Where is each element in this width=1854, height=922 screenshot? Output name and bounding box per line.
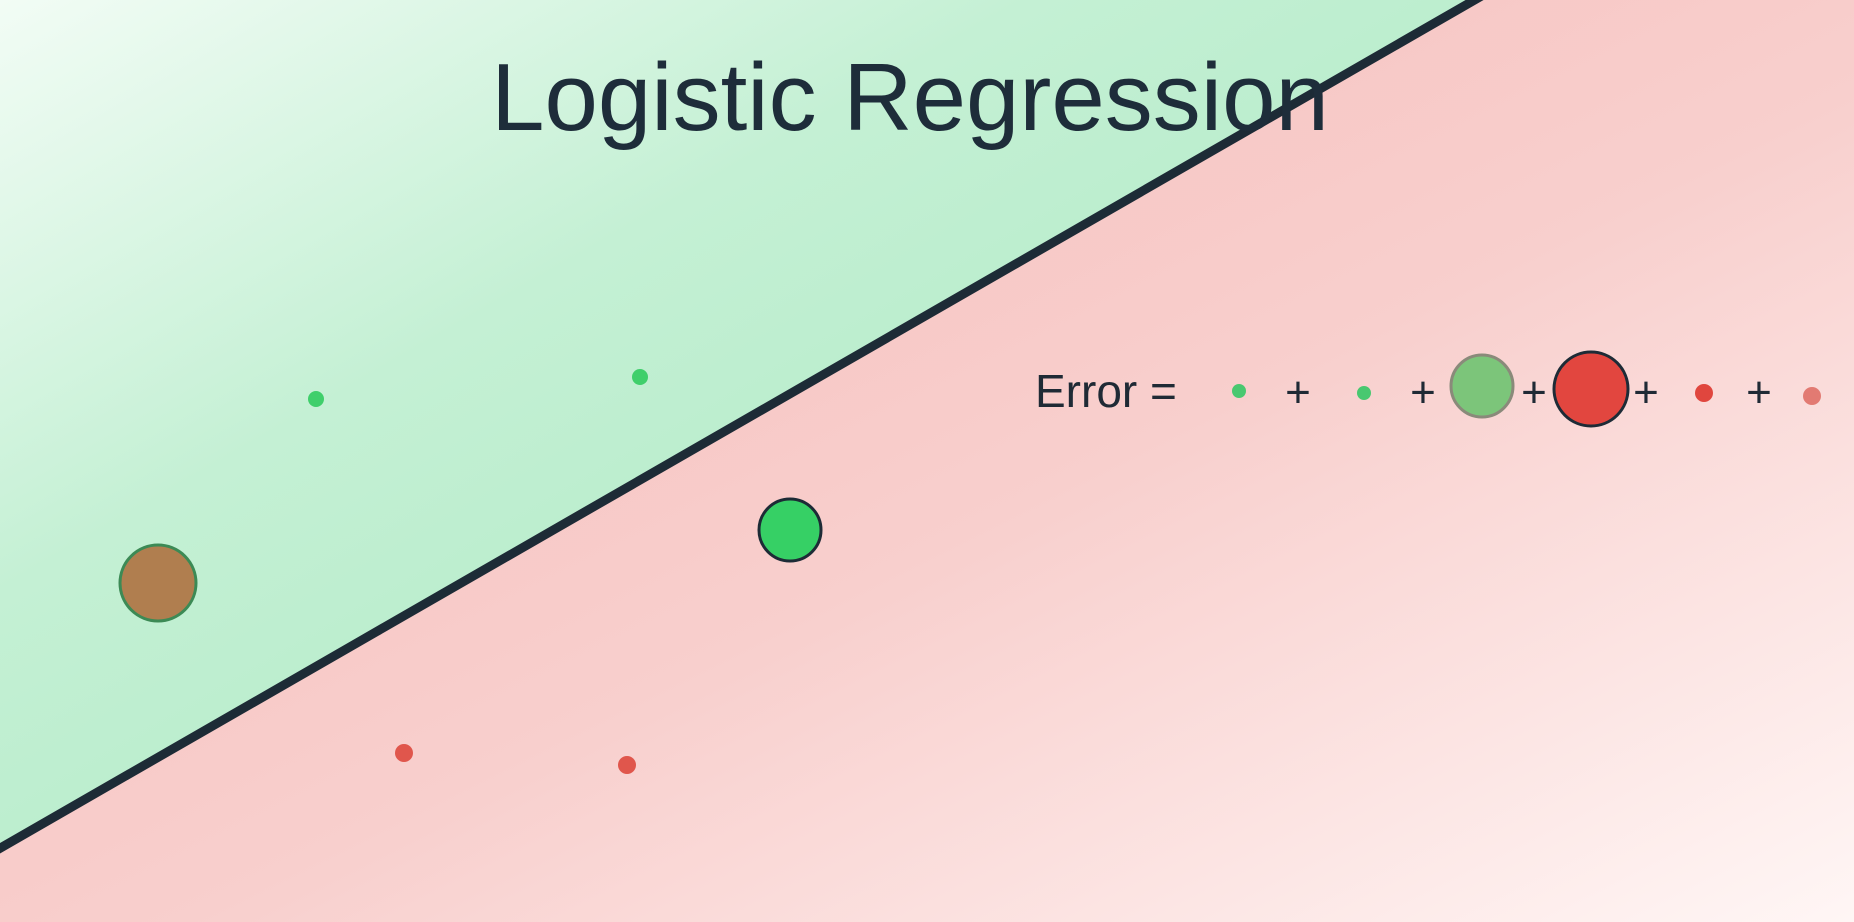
plus-sign: +: [1633, 368, 1659, 417]
error-term-positive-large: [1449, 353, 1515, 419]
error-label: Error =: [1035, 365, 1177, 417]
positive-point-small: [632, 369, 648, 385]
error-term-negative-large: [1552, 350, 1630, 428]
plus-sign: +: [1746, 368, 1772, 417]
error-term-positive-small: [1232, 384, 1246, 398]
error-term-negative-small: [1695, 384, 1713, 402]
positive-point-misclassified-large: [757, 497, 823, 563]
misclassified-point-large: [118, 543, 198, 623]
decision-boundary-line: [0, 0, 1484, 854]
negative-point-small: [618, 756, 636, 774]
error-term-positive-small: [1357, 386, 1371, 400]
plus-sign: +: [1521, 368, 1547, 417]
positive-point-small: [308, 391, 324, 407]
diagram-title: Logistic Regression: [491, 44, 1329, 151]
plus-sign: +: [1410, 368, 1436, 417]
plus-sign: +: [1285, 368, 1311, 417]
negative-point-small: [395, 744, 413, 762]
error-term-negative-small: [1803, 387, 1821, 405]
